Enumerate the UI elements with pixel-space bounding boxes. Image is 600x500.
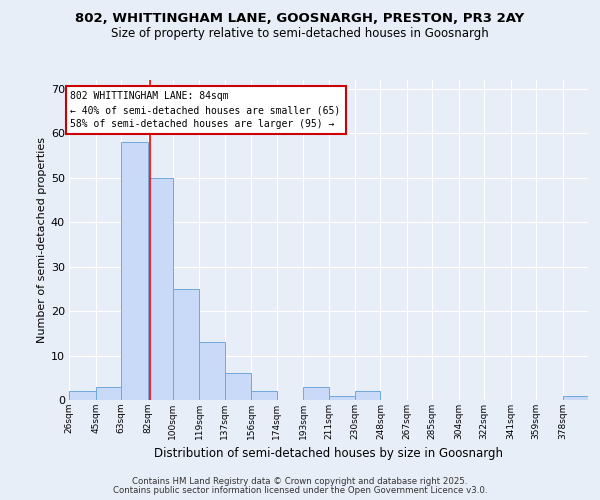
Bar (355, 391, 380, 400)
Bar (95, 386, 121, 400)
Text: 802, WHITTINGHAM LANE, GOOSNARGH, PRESTON, PR3 2AY: 802, WHITTINGHAM LANE, GOOSNARGH, PRESTO… (76, 12, 524, 26)
Y-axis label: Number of semi-detached properties: Number of semi-detached properties (37, 137, 47, 343)
Bar (303, 386, 329, 400)
Bar (329, 396, 355, 400)
Bar (121, 142, 148, 400)
Text: Contains public sector information licensed under the Open Government Licence v3: Contains public sector information licen… (113, 486, 487, 495)
Text: Contains HM Land Registry data © Crown copyright and database right 2025.: Contains HM Land Registry data © Crown c… (132, 477, 468, 486)
Bar (225, 374, 251, 400)
Bar (563, 396, 588, 400)
Bar (148, 178, 173, 400)
Text: 802 WHITTINGHAM LANE: 84sqm
← 40% of semi-detached houses are smaller (65)
58% o: 802 WHITTINGHAM LANE: 84sqm ← 40% of sem… (70, 91, 341, 129)
Text: Size of property relative to semi-detached houses in Goosnargh: Size of property relative to semi-detach… (111, 28, 489, 40)
Bar (199, 342, 224, 400)
X-axis label: Distribution of semi-detached houses by size in Goosnargh: Distribution of semi-detached houses by … (154, 448, 503, 460)
Bar (69, 391, 95, 400)
Bar (173, 289, 199, 400)
Bar (251, 391, 277, 400)
